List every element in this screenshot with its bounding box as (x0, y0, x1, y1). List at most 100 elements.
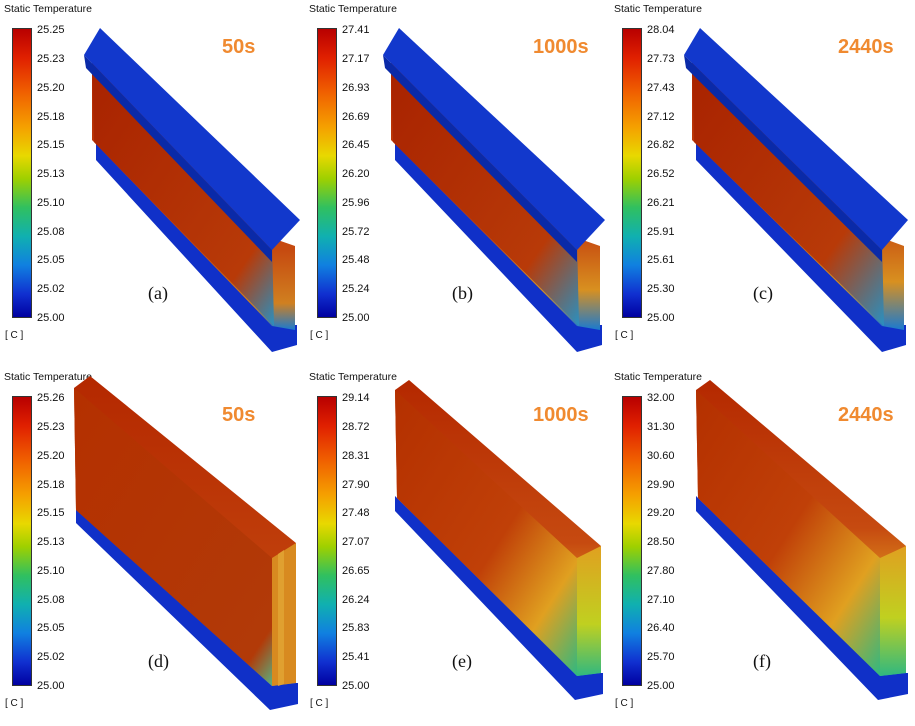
tick-label: 25.26 (37, 392, 65, 404)
tick-label: 25.02 (37, 283, 65, 295)
battery-model-view (684, 28, 908, 352)
tick-label: 27.48 (342, 507, 370, 519)
tick-label: 25.00 (647, 680, 675, 692)
tick-label: 27.43 (647, 82, 675, 94)
panel-caption: (d) (148, 651, 169, 671)
tick-label: 31.30 (647, 421, 675, 433)
panel-caption: (c) (753, 283, 773, 303)
panel-a: Static Temperature 25.25 25.23 25.20 25.… (0, 0, 305, 358)
tick-label: 27.07 (342, 536, 370, 548)
tick-label: 25.08 (37, 226, 65, 238)
tick-label: 27.17 (342, 53, 370, 65)
legend-title: Static Temperature (309, 371, 397, 383)
tick-label: 25.41 (342, 651, 370, 663)
tick-label: 25.00 (37, 312, 65, 324)
tick-label: 27.90 (342, 479, 370, 491)
legend-title: Static Temperature (4, 3, 92, 15)
tick-label: 32.00 (647, 392, 675, 404)
tick-label: 28.50 (647, 536, 675, 548)
tick-label: 25.61 (647, 254, 675, 266)
tick-label: 25.00 (342, 680, 370, 692)
tick-label: 25.83 (342, 622, 370, 634)
tick-label: 25.13 (37, 536, 65, 548)
tick-label: 26.24 (342, 594, 370, 606)
panel-d: Static Temperature 25.26 25.23 25.20 25.… (0, 368, 305, 726)
tick-label: 26.40 (647, 622, 675, 634)
battery-model-view (696, 380, 908, 700)
unit-label: [ C ] (615, 698, 634, 709)
panel-e: Static Temperature 29.14 28.72 28.31 27.… (305, 368, 610, 726)
time-label: 1000s (533, 36, 589, 58)
legend-title: Static Temperature (4, 371, 92, 383)
unit-label: [ C ] (615, 330, 634, 341)
time-label: 50s (222, 36, 256, 58)
tick-label: 25.30 (647, 283, 675, 295)
color-scale-bar (622, 396, 642, 686)
panel-c: Static Temperature 28.04 27.73 27.43 27.… (610, 0, 915, 358)
color-scale-bar (12, 396, 32, 686)
color-scale-bar (317, 28, 337, 318)
tick-label: 25.20 (37, 82, 65, 94)
tick-label: 25.00 (37, 680, 65, 692)
unit-label: [ C ] (310, 698, 329, 709)
panel-f: Static Temperature 32.00 31.30 30.60 29.… (610, 368, 915, 726)
battery-model-view (395, 380, 603, 700)
tick-label: 25.23 (37, 421, 65, 433)
tick-label: 25.96 (342, 197, 370, 209)
tick-label: 27.80 (647, 565, 675, 577)
unit-label: [ C ] (5, 698, 24, 709)
unit-label: [ C ] (5, 330, 24, 341)
tick-label: 26.69 (342, 111, 370, 123)
tick-label: 29.20 (647, 507, 675, 519)
tick-label: 25.13 (37, 168, 65, 180)
tick-label: 30.60 (647, 450, 675, 462)
tick-label: 29.14 (342, 392, 370, 404)
panel-caption: (a) (148, 283, 168, 303)
time-label: 1000s (533, 404, 589, 426)
tick-label: 26.82 (647, 139, 675, 151)
tick-label: 25.08 (37, 594, 65, 606)
tick-label: 25.00 (647, 312, 675, 324)
tick-label: 27.12 (647, 111, 675, 123)
time-label: 2440s (838, 404, 894, 426)
tick-label: 25.15 (37, 139, 65, 151)
tick-label: 25.18 (37, 111, 65, 123)
tick-label: 25.72 (342, 226, 370, 238)
tick-label: 25.24 (342, 283, 370, 295)
panel-caption: (b) (452, 283, 473, 303)
tick-label: 25.10 (37, 565, 65, 577)
tick-label: 27.41 (342, 24, 370, 36)
time-label: 2440s (838, 36, 894, 58)
tick-label: 26.65 (342, 565, 370, 577)
tick-label: 25.70 (647, 651, 675, 663)
color-scale-bar (317, 396, 337, 686)
panel-b: Static Temperature 27.41 27.17 26.93 26.… (305, 0, 610, 358)
tick-label: 26.20 (342, 168, 370, 180)
color-scale-bar (12, 28, 32, 318)
tick-label: 25.48 (342, 254, 370, 266)
tick-label: 25.20 (37, 450, 65, 462)
tick-label: 25.25 (37, 24, 65, 36)
color-scale-bar (622, 28, 642, 318)
tick-label: 26.21 (647, 197, 675, 209)
unit-label: [ C ] (310, 330, 329, 341)
tick-label: 25.18 (37, 479, 65, 491)
tick-label: 25.91 (647, 226, 675, 238)
tick-label: 25.10 (37, 197, 65, 209)
battery-model-view (383, 28, 605, 352)
tick-label: 26.45 (342, 139, 370, 151)
tick-label: 28.72 (342, 421, 370, 433)
tick-label: 25.15 (37, 507, 65, 519)
tick-label: 28.31 (342, 450, 370, 462)
panel-caption: (e) (452, 651, 472, 671)
tick-label: 25.23 (37, 53, 65, 65)
tick-label: 25.02 (37, 651, 65, 663)
legend-title: Static Temperature (614, 371, 702, 383)
tick-label: 26.93 (342, 82, 370, 94)
legend-title: Static Temperature (614, 3, 702, 15)
tick-label: 26.52 (647, 168, 675, 180)
battery-model-view (84, 28, 300, 352)
time-label: 50s (222, 404, 256, 426)
tick-label: 29.90 (647, 479, 675, 491)
tick-label: 28.04 (647, 24, 675, 36)
